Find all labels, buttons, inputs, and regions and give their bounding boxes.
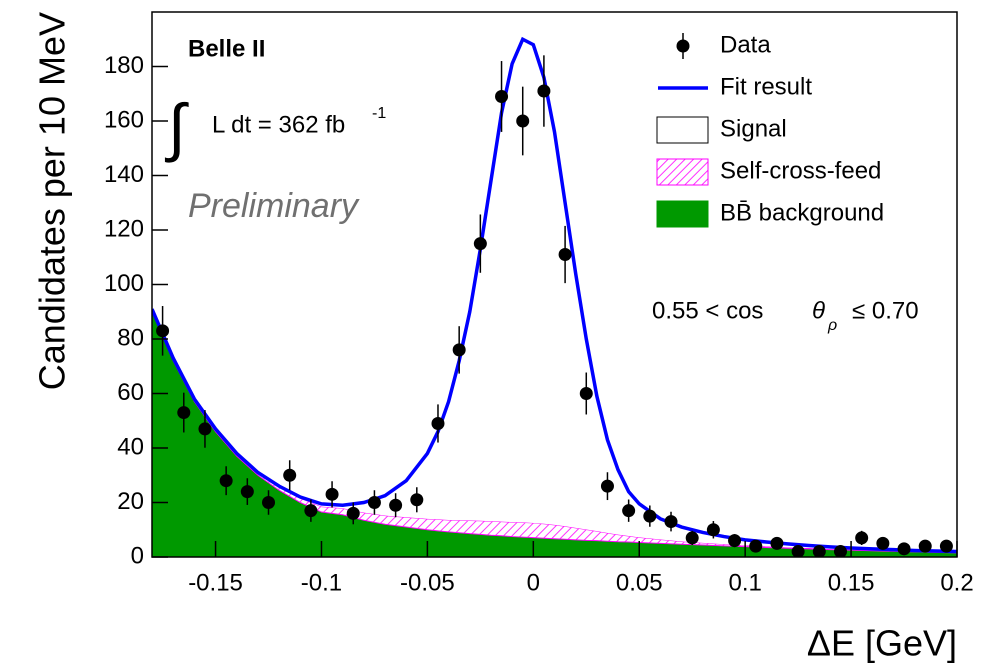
legend-label: Data [720, 31, 771, 58]
y-tick-label: 80 [117, 324, 144, 351]
data-point [240, 485, 254, 499]
data-point [156, 324, 170, 338]
data-point [452, 343, 466, 357]
data-point [177, 406, 191, 420]
data-point [918, 539, 932, 553]
y-tick-label: 160 [104, 106, 144, 133]
legend-marker [676, 39, 690, 53]
luminosity-exponent: -1 [372, 105, 386, 122]
data-point [367, 496, 381, 509]
data-point [537, 84, 551, 98]
data-point [728, 534, 742, 548]
y-tick-label: 60 [117, 379, 144, 406]
data-point [897, 542, 911, 556]
x-tick-label: 0 [527, 569, 540, 596]
legend-swatch [656, 158, 709, 186]
legend-label: Self-cross-feed [720, 157, 881, 184]
x-tick-label: 0.2 [940, 569, 973, 596]
selection-rho: ρ [827, 317, 837, 334]
data-point [685, 531, 699, 545]
legend-swatch [656, 116, 709, 144]
x-tick-label: 0.1 [728, 569, 761, 596]
selection-theta: θ [812, 297, 825, 324]
data-point [431, 416, 445, 430]
y-tick-label: 140 [104, 161, 144, 188]
area-3 [152, 310, 957, 554]
data-point [198, 422, 212, 436]
data-point [516, 114, 530, 128]
data-point [495, 89, 509, 103]
data-point [664, 515, 678, 529]
legend-label: Fit result [720, 73, 812, 100]
experiment-label: Belle II [188, 35, 265, 62]
data-point [600, 479, 614, 493]
integral-sign: ∫ [164, 91, 189, 163]
data-point [622, 504, 636, 518]
y-tick-label: 100 [104, 270, 144, 297]
selection-label: 0.55 < cos [652, 297, 763, 324]
y-tick-label: 120 [104, 215, 144, 242]
x-tick-label: 0.15 [828, 569, 875, 596]
legend-label: Signal [720, 115, 787, 142]
x-tick-label: -0.05 [400, 569, 455, 596]
data-point [389, 498, 403, 512]
legend-label: BB̄ background [720, 199, 884, 226]
area-4 [152, 311, 957, 557]
y-axis-label: Candidates per 10 MeV [32, 12, 73, 390]
data-point [262, 496, 276, 509]
data-point [346, 506, 360, 520]
data-point [558, 248, 572, 262]
data-point [939, 539, 953, 553]
data-point [325, 487, 339, 501]
data-point [749, 539, 763, 553]
data-point [876, 536, 890, 550]
data-point [812, 545, 826, 557]
plot-area [152, 36, 957, 557]
y-tick-label: 180 [104, 52, 144, 79]
y-tick-label: 20 [117, 488, 144, 515]
luminosity: L dt = 362 fb [212, 111, 345, 138]
data-point [770, 536, 784, 550]
preliminary-label: Preliminary [188, 187, 360, 225]
data-point [643, 509, 657, 523]
legend-swatch [656, 200, 709, 228]
x-tick-label: -0.1 [301, 569, 342, 596]
x-tick-label: -0.15 [188, 569, 243, 596]
area-2 [152, 39, 957, 553]
selection-range: ≤ 0.70 [852, 297, 919, 324]
data-point [855, 531, 869, 545]
x-axis-label: ΔE [GeV] [807, 623, 957, 664]
legend: Data Fit result Signal Self-cross-feed BB̄ b… [656, 31, 884, 228]
data-point [833, 545, 847, 557]
y-tick-label: 0 [131, 542, 144, 569]
data-point [791, 545, 805, 557]
data-point [579, 387, 593, 400]
data-point [283, 468, 297, 482]
y-tick-label: 40 [117, 433, 144, 460]
data-point [304, 504, 318, 518]
data-point [473, 237, 487, 251]
x-tick-label: 0.05 [616, 569, 663, 596]
data-point [219, 474, 233, 488]
data-point [410, 493, 424, 507]
data-point [706, 523, 720, 537]
